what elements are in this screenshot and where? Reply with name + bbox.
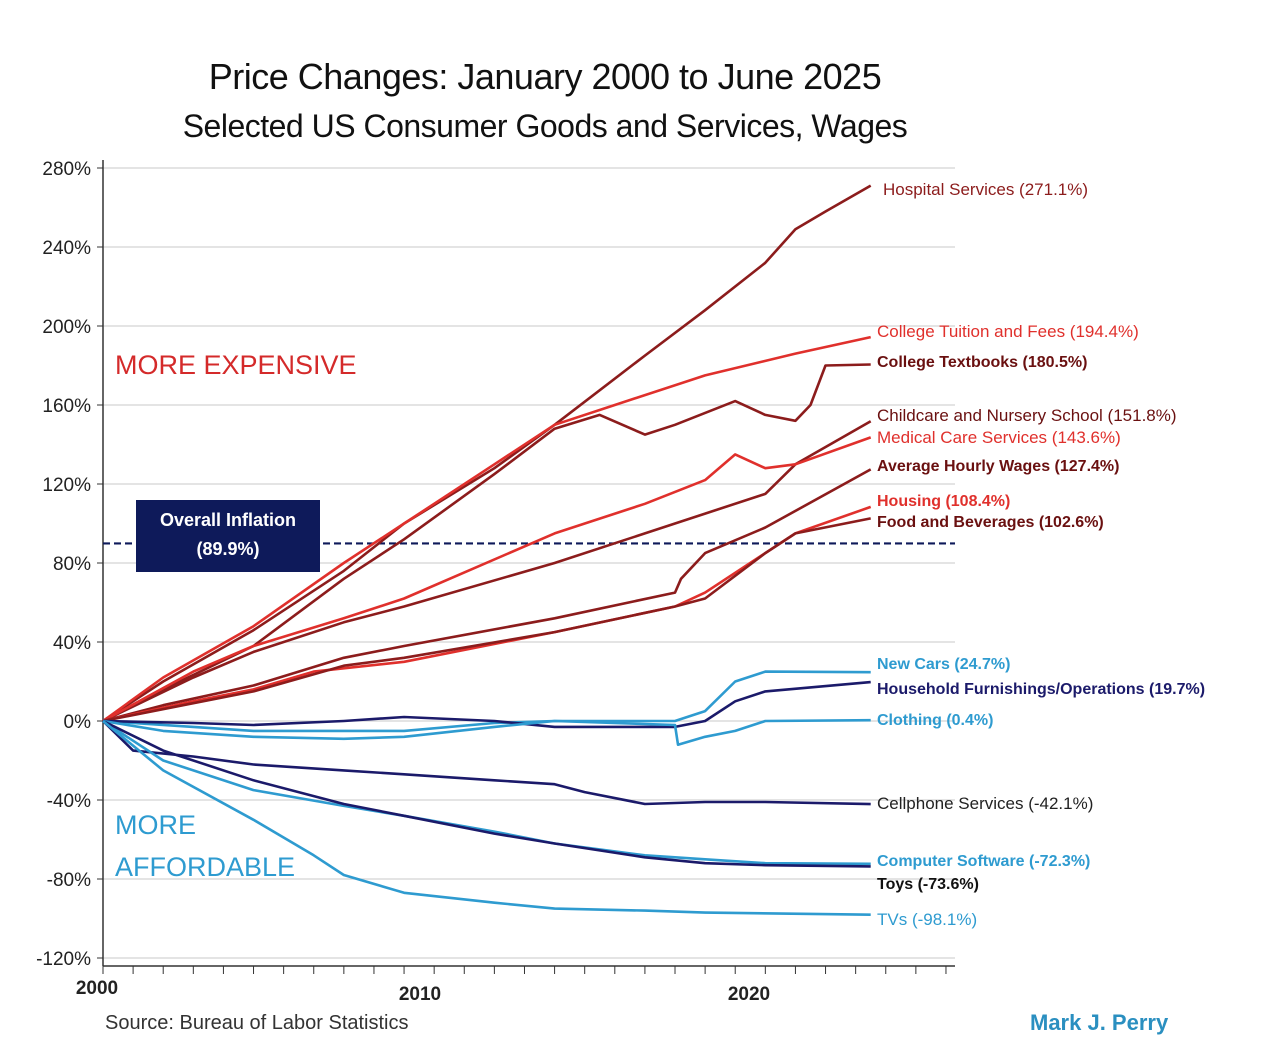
overall-inflation-box: Overall Inflation (89.9%) (136, 500, 320, 572)
overall-inflation-value: (89.9%) (196, 539, 260, 559)
y-tick-label: 0% (64, 712, 92, 733)
series-line (102, 436, 872, 723)
y-tick-label: 240% (42, 238, 91, 259)
y-tick-label: 120% (42, 475, 91, 496)
chart-subtitle: Selected US Consumer Goods and Services,… (182, 108, 908, 144)
series-label: Toys (-73.6%) (877, 876, 979, 893)
series-line (102, 468, 872, 723)
series-label: TVs (-98.1%) (877, 910, 978, 929)
series-label: College Tuition and Fees (194.4%) (877, 322, 1139, 341)
more-expensive-annotation: MORE EXPENSIVE (115, 350, 357, 380)
x-tick-label: 2000 (76, 978, 118, 999)
x-tick-label: 2010 (399, 984, 441, 1005)
series-label: New Cars (24.7%) (877, 656, 1011, 673)
series-line (102, 184, 872, 723)
series-label: Food and Beverages (102.6%) (877, 514, 1104, 531)
series-label: Computer Software (-72.3%) (877, 853, 1091, 870)
series-line (102, 363, 871, 723)
series-line (102, 420, 872, 723)
x-tick-label: 2020 (728, 984, 770, 1005)
series-label: Medical Care Services (143.6%) (877, 428, 1121, 447)
chart-title: Price Changes: January 2000 to June 2025 (208, 56, 882, 97)
series-label: Household Furnishings/Operations (19.7%) (877, 681, 1206, 698)
series-line (102, 719, 871, 868)
series-label: Cellphone Services (-42.1%) (877, 794, 1094, 813)
source-note: Source: Bureau of Labor Statistics (105, 1012, 409, 1034)
y-tick-label: 40% (53, 633, 91, 654)
more-affordable-annotation-line2: AFFORDABLE (115, 852, 296, 882)
series-line (102, 670, 871, 733)
y-tick-label: -40% (47, 791, 91, 812)
series-label: Clothing (0.4%) (877, 712, 994, 729)
series-label: Hospital Services (271.1%) (883, 180, 1089, 199)
series-label: Childcare and Nursery School (151.8%) (877, 406, 1177, 425)
series-line (102, 680, 871, 729)
y-tick-label: 80% (53, 554, 91, 575)
overall-inflation-label: Overall Inflation (159, 510, 297, 530)
series-line (102, 719, 871, 866)
y-tick-label: 200% (42, 317, 91, 338)
series-label: College Textbooks (180.5%) (877, 354, 1088, 371)
series-line (102, 718, 871, 746)
y-tick-label: 280% (42, 159, 91, 180)
series-line (102, 720, 871, 806)
more-affordable-annotation-line1: MORE (115, 810, 196, 840)
y-tick-label: 160% (42, 396, 91, 417)
series-label: Average Hourly Wages (127.4%) (877, 458, 1120, 475)
series-line (102, 335, 871, 723)
series-line (102, 719, 871, 916)
y-tick-label: -80% (47, 870, 91, 891)
author-credit: Mark J. Perry (1030, 1010, 1169, 1035)
series-line (102, 517, 871, 723)
y-tick-label: -120% (36, 949, 91, 970)
series-label: Housing (108.4%) (877, 493, 1011, 510)
